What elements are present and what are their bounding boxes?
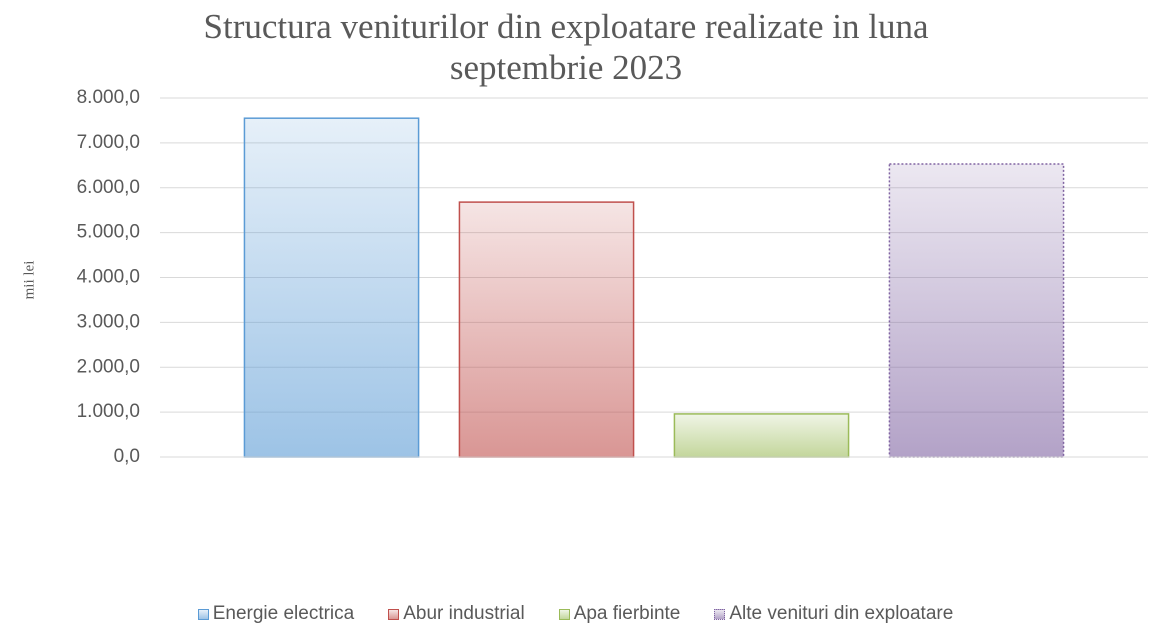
legend-item: Apa fierbinte xyxy=(558,603,681,625)
legend-swatch xyxy=(197,608,209,620)
legend-item: Abur industrial xyxy=(388,603,525,625)
y-axis-label: mii lei xyxy=(21,261,37,300)
y-tick-label: 2.000,0 xyxy=(77,356,140,377)
legend-label: Alte venituri din exploatare xyxy=(729,603,954,624)
y-tick-label: 4.000,0 xyxy=(77,267,140,288)
y-tick-label: 1.000,0 xyxy=(77,401,140,422)
y-tick-label: 0,0 xyxy=(114,446,140,467)
legend: Energie electrica Abur industrial Apa fier… xyxy=(0,603,1151,625)
y-tick-label: 6.000,0 xyxy=(77,177,140,198)
y-tick-label: 7.000,0 xyxy=(77,132,140,153)
bar xyxy=(243,117,420,458)
bar xyxy=(673,413,850,458)
bar xyxy=(458,201,635,458)
legend-label: Abur industrial xyxy=(403,603,525,624)
y-tick-label: 3.000,0 xyxy=(77,311,140,332)
y-tick-label: 8.000,0 xyxy=(77,87,140,108)
chart-title: Structura veniturilor din exploatare rea… xyxy=(203,7,929,87)
legend-item: Energie electrica xyxy=(197,603,355,625)
legend-swatch xyxy=(714,608,726,620)
bar xyxy=(888,163,1065,458)
legend-swatch xyxy=(558,608,570,620)
legend-item: Alte venituri din exploatare xyxy=(714,603,953,625)
y-tick-label: 5.000,0 xyxy=(77,222,140,243)
legend-swatch xyxy=(388,608,400,620)
legend-label: Energie electrica xyxy=(212,603,355,624)
legend-label: Apa fierbinte xyxy=(573,603,681,624)
